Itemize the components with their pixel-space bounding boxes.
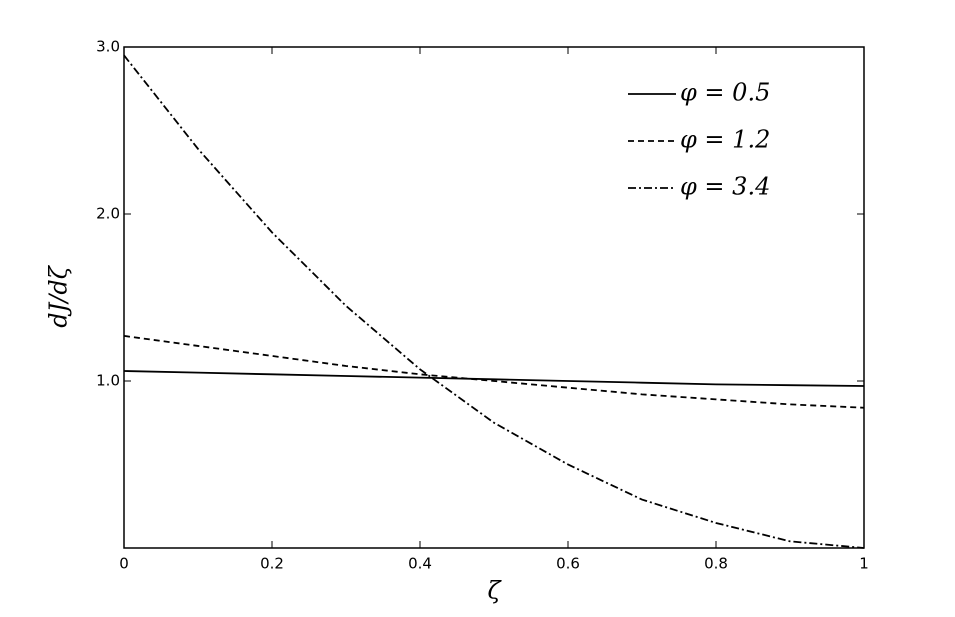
x-tick-label: 0 [119,555,129,573]
legend-label: φ = 0.5 [680,79,770,107]
legend-label: φ = 3.4 [680,173,770,201]
x-axis-label: ζ [487,577,502,605]
line-series [123,54,865,549]
legend-label: φ = 1.2 [680,126,770,154]
x-tick-label: 0.2 [260,555,284,573]
y-axis-label: dJ/dζ [45,264,73,327]
line-series [123,370,865,387]
y-tick-label: 2.0 [96,205,120,223]
x-tick-label: 0.6 [556,555,580,573]
x-tick-label: 1 [859,555,869,573]
x-tick-label: 0.8 [704,555,728,573]
y-tick-label: 1.0 [96,372,120,390]
x-tick-label: 0.4 [408,555,432,573]
y-tick-label: 3.0 [96,38,120,56]
plot-frame [123,46,865,549]
line-series [123,335,865,409]
